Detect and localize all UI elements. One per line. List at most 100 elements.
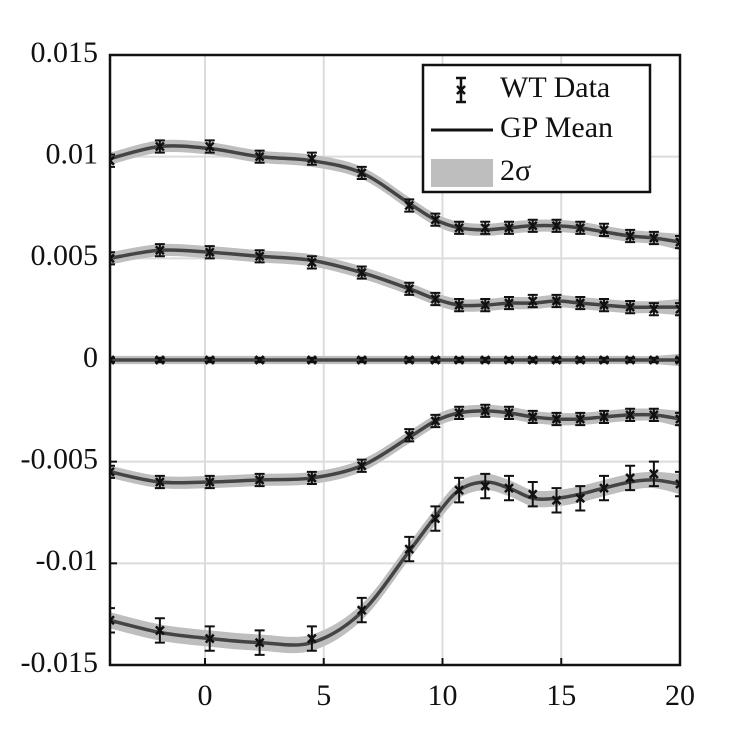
data-marker [480,355,491,365]
error-bar [675,411,680,427]
data-marker [404,200,415,211]
data-marker [551,414,562,424]
data-marker [204,355,215,365]
data-marker [527,412,538,422]
data-marker [599,483,609,493]
data-marker [404,283,415,294]
data-marker [254,151,265,162]
data-marker [504,355,514,365]
data-marker [356,355,367,365]
data-marker [454,355,465,365]
y-tick-label: -0.015 [21,646,99,679]
data-marker [110,253,115,264]
data-marker [480,481,491,491]
data-marker [599,224,609,235]
data-marker [154,245,165,256]
data-marker [154,141,165,152]
gp-mean-line [110,248,680,310]
legend-label: GP Mean [500,111,613,144]
data-marker [454,407,465,418]
data-marker [648,468,659,479]
data-marker [625,231,636,241]
error-bar [675,302,680,317]
error-bar [675,234,680,250]
data-marker [575,298,586,308]
legend-swatch [431,159,493,187]
data-marker [527,296,538,306]
data-marker [430,294,441,304]
y-tick-label: 0 [83,341,98,374]
data-marker [306,153,317,164]
data-marker [254,355,265,365]
data-marker [454,300,465,310]
data-marker [254,637,265,648]
data-marker [404,544,415,554]
y-tick-label: -0.005 [21,443,99,476]
data-marker [551,355,562,365]
data-marker [575,414,586,424]
y-tick-label: -0.01 [36,544,99,577]
data-marker [551,495,562,506]
error-bar [110,464,115,479]
legend-label: WT Data [500,71,610,104]
error-bar [110,153,115,168]
data-marker [599,412,609,422]
y-tick-label: 0.005 [31,239,99,272]
legend-errorbar [456,76,466,104]
data-marker [430,355,441,365]
data-marker [204,247,215,258]
error-bar [110,607,115,634]
data-marker [504,222,514,233]
data-marker [110,466,115,477]
data-marker [430,416,441,426]
data-marker [480,300,491,310]
data-marker [110,615,115,626]
x-tick-label: 5 [316,679,331,712]
x-tick-label: 0 [198,679,213,712]
data-marker [648,355,659,365]
data-marker [480,222,491,233]
data-marker [356,267,367,278]
data-marker [648,410,659,420]
data-marker [675,414,680,424]
data-marker [404,430,415,441]
data-marker [154,355,165,365]
data-marker [356,605,367,615]
data-marker [527,220,538,231]
data-marker [675,304,680,315]
data-marker [675,479,680,489]
x-tick-label: 10 [428,679,458,712]
plot-frame [108,53,682,667]
x-tick-label: 15 [546,679,576,712]
data-marker [430,513,441,524]
data-marker [306,257,317,268]
data-marker [575,355,586,365]
data-marker [204,633,215,644]
data-marker [404,355,415,365]
data-marker [575,222,586,233]
data-marker [454,485,465,496]
data-marker [254,475,265,485]
data-marker [356,460,367,471]
data-marker [599,300,609,310]
data-marker [648,304,659,315]
data-marker [504,483,514,493]
data-marker [306,355,317,365]
data-marker [254,251,265,262]
data-marker [527,355,538,365]
data-marker [454,222,465,233]
y-tick-label: 0.01 [46,138,99,171]
data-marker [154,625,165,636]
legend-label: 2σ [500,154,531,187]
plot-area [110,139,680,656]
data-marker [675,355,680,365]
error-bar [110,251,115,266]
data-marker [625,302,636,313]
data-marker [599,355,609,365]
data-marker [204,477,215,487]
data-marker [306,473,317,483]
x-tick-label: 20 [665,679,695,712]
data-marker [110,355,115,365]
data-marker [356,168,367,178]
